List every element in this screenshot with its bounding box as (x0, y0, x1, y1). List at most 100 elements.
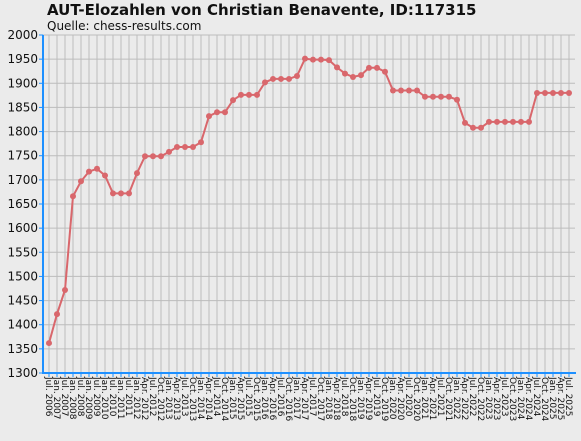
data-point (206, 113, 212, 120)
x-tick-label: Jan. 2017 (291, 376, 301, 420)
x-tick-label: Jan. 2015 (227, 376, 237, 420)
x-tick-label: Jul. 2006 (43, 376, 53, 417)
x-tick-label: Jul. 2011 (123, 376, 133, 417)
data-point (302, 55, 308, 62)
data-point (310, 56, 316, 63)
y-tick-label: 1600 (7, 221, 38, 235)
x-tick-label: Apr. 2017 (299, 377, 309, 420)
data-point (374, 64, 380, 71)
x-tick-label: Jul. 2010 (107, 376, 117, 417)
data-point (230, 97, 236, 104)
x-tick-label: Jul. 2018 (339, 376, 349, 417)
x-tick-label: Jan. 2012 (131, 376, 141, 420)
data-point (446, 93, 452, 100)
x-tick-label: Oct. 2024 (539, 377, 549, 421)
data-point (326, 57, 332, 64)
data-point (382, 68, 388, 75)
x-tick-label: Jul. 2007 (59, 376, 69, 417)
data-point (438, 93, 444, 100)
x-tick-label: Jan. 2013 (163, 376, 173, 420)
data-point (46, 340, 52, 347)
data-point (246, 91, 252, 98)
data-point (462, 119, 468, 126)
data-point (502, 118, 508, 125)
chart-title: AUT-Elozahlen von Christian Benavente, I… (47, 1, 477, 19)
x-tick-label: Jan. 2021 (419, 376, 429, 420)
data-point (478, 124, 484, 131)
data-point (238, 91, 244, 98)
y-tick-label: 1500 (7, 269, 38, 283)
data-point (566, 89, 572, 96)
x-tick-label: Apr. 2025 (555, 377, 565, 420)
x-tick-label: Jul. 2022 (467, 376, 477, 417)
x-tick-label: Oct. 2018 (347, 377, 357, 421)
data-point (118, 190, 124, 197)
data-point (414, 87, 420, 94)
data-point (254, 91, 260, 98)
x-tick-label: Oct. 2020 (411, 377, 421, 421)
data-point (406, 87, 412, 94)
data-point (126, 190, 132, 197)
data-point (166, 148, 172, 155)
y-tick-label: 1450 (7, 294, 38, 308)
x-tick-label: Apr. 2023 (491, 377, 501, 420)
x-tick-label: Jul. 2008 (75, 376, 85, 417)
data-point (190, 144, 196, 151)
x-tick-label: Apr. 2018 (331, 377, 341, 421)
data-point (142, 153, 148, 160)
data-point (214, 109, 220, 116)
x-tick-label: Apr. 2014 (203, 377, 213, 421)
x-tick-label: Oct. 2022 (475, 377, 485, 421)
data-point (150, 153, 156, 160)
x-tick-label: Jul. 2019 (371, 376, 381, 417)
y-tick-label: 1950 (7, 52, 38, 66)
data-point (366, 64, 372, 71)
data-point (174, 144, 180, 151)
y-tick-label: 1300 (7, 366, 38, 380)
x-tick-label: Apr. 2020 (395, 377, 405, 421)
x-tick-label: Jan. 2025 (547, 376, 557, 420)
y-tick-label: 1400 (7, 318, 38, 332)
x-tick-label: Apr. 2024 (523, 377, 533, 421)
data-point (270, 75, 276, 82)
x-tick-label: Jan. 2008 (67, 376, 77, 420)
data-point (70, 193, 76, 200)
x-tick-label: Jul. 2017 (307, 376, 317, 417)
data-point (134, 170, 140, 177)
data-point (158, 153, 164, 160)
x-tick-label: Apr. 2021 (427, 377, 437, 420)
data-point (102, 172, 108, 179)
data-point (486, 118, 492, 125)
x-tick-label: Oct. 2013 (187, 377, 197, 421)
x-tick-label: Jan. 2009 (83, 376, 93, 420)
data-point (86, 168, 92, 175)
x-tick-label: Oct. 2017 (315, 377, 325, 421)
x-tick-label: Oct. 2019 (379, 377, 389, 421)
chart-subtitle: Quelle: chess-results.com (47, 19, 202, 33)
x-tick-label: Apr. 2015 (235, 377, 245, 420)
x-tick-label: Apr. 2012 (139, 377, 149, 420)
x-tick-label: Jul. 2024 (531, 376, 541, 417)
data-point (494, 118, 500, 125)
y-tick-label: 1350 (7, 342, 38, 356)
x-tick-label: Oct. 2016 (283, 377, 293, 421)
x-tick-label: Oct. 2021 (443, 377, 453, 421)
x-tick-label: Jul. 2012 (147, 376, 157, 417)
data-point (398, 87, 404, 94)
data-point (286, 75, 292, 82)
data-point (430, 93, 436, 100)
data-point (278, 75, 284, 82)
y-tick-label: 1650 (7, 197, 38, 211)
y-tick-label: 1700 (7, 173, 38, 187)
data-point (526, 118, 532, 125)
data-point (342, 70, 348, 77)
x-tick-label: Jan. 2024 (515, 376, 525, 420)
x-tick-label: Jan. 2020 (387, 376, 397, 420)
x-tick-label: Jan. 2010 (99, 376, 109, 420)
y-tick-label: 2000 (7, 28, 38, 42)
x-tick-label: Jul. 2015 (243, 376, 253, 417)
data-point (510, 118, 516, 125)
y-tick-label: 1800 (7, 125, 38, 139)
